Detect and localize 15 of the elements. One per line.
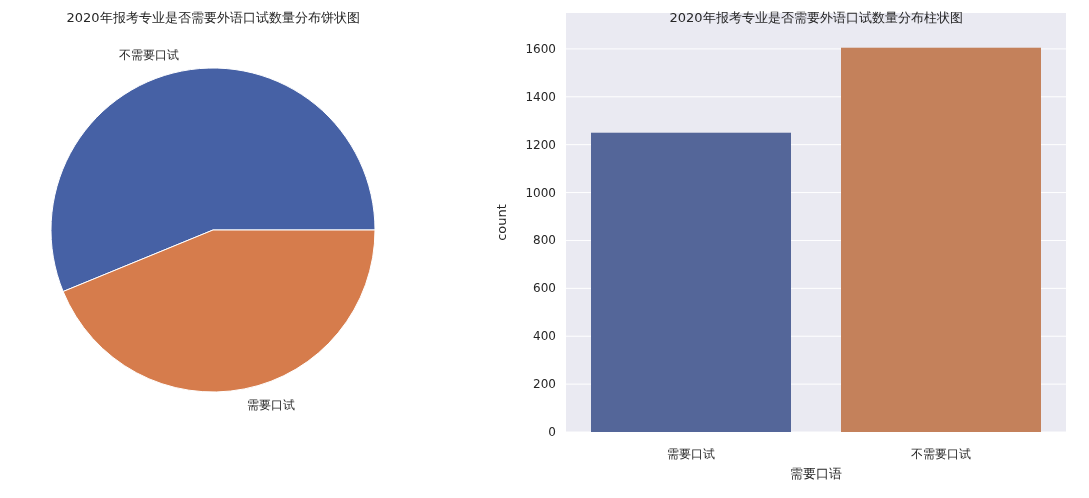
chart-title: 2020年报考专业是否需要外语口试数量分布柱状图 (669, 10, 963, 25)
y-tick-label: 1200 (525, 137, 556, 152)
y-tick-label: 1000 (525, 185, 556, 200)
y-axis-title: count (494, 204, 509, 241)
slice-label: 需要口试 (247, 397, 296, 412)
y-tick-label: 600 (533, 281, 556, 296)
y-tick-label: 200 (533, 377, 556, 392)
y-tick-label: 400 (533, 329, 556, 344)
y-tick-label: 1400 (525, 89, 556, 104)
y-tick-label: 0 (548, 425, 556, 439)
y-tick-label: 1600 (525, 41, 556, 56)
x-axis-title: 需要口语 (790, 466, 842, 481)
chart-title: 2020年报考专业是否需要外语口试数量分布饼状图 (66, 10, 360, 25)
y-tick-label: 800 (533, 233, 556, 248)
slice-label: 不需要口试 (118, 48, 179, 63)
